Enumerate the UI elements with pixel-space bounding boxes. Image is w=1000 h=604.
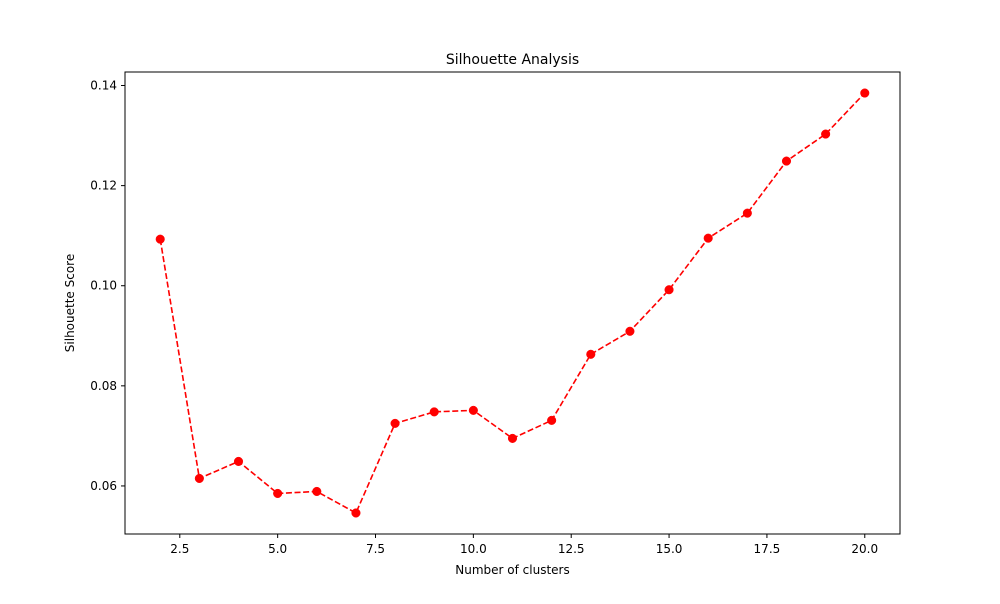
x-axis-label: Number of clusters <box>455 563 569 577</box>
data-point <box>781 156 792 166</box>
plot-frame <box>124 71 901 535</box>
data-point <box>312 486 322 497</box>
x-tick-label: 10.0 <box>460 542 487 556</box>
data-point <box>194 473 204 483</box>
x-tick-label: 17.5 <box>754 542 781 556</box>
y-tick-label: 0.14 <box>90 79 117 93</box>
data-point <box>703 233 713 243</box>
y-tick-label: 0.10 <box>90 279 117 293</box>
data-point <box>273 488 283 499</box>
data-point <box>742 208 752 218</box>
data-point <box>233 456 244 466</box>
data-point <box>547 415 557 425</box>
x-tick-label: 15.0 <box>656 542 683 556</box>
data-point <box>586 349 596 359</box>
data-point <box>664 285 674 295</box>
x-tick-label: 7.5 <box>366 542 385 556</box>
chart-title: Silhouette Analysis <box>446 52 579 68</box>
y-tick-label: 0.08 <box>90 379 117 393</box>
data-point <box>507 433 518 443</box>
x-axis: 2.5 5.0 7.5 10.0 12.5 15.0 17.5 20.0 <box>170 534 878 556</box>
x-tick-label: 2.5 <box>170 542 189 556</box>
data-point <box>155 234 165 244</box>
data-point <box>351 508 361 518</box>
data-point <box>625 326 635 336</box>
data-point <box>860 88 870 98</box>
x-tick-label: 12.5 <box>558 542 585 556</box>
data-point <box>390 418 400 428</box>
series-line <box>159 92 866 515</box>
data-point <box>429 407 439 417</box>
y-axis: 0.06 0.08 0.10 0.12 0.14 <box>90 79 125 493</box>
x-tick-label: 20.0 <box>851 542 878 556</box>
x-tick-label: 5.0 <box>268 542 287 556</box>
data-point <box>821 129 831 139</box>
data-point <box>468 405 478 415</box>
y-axis-label: Silhouette Score <box>63 254 77 352</box>
y-tick-label: 0.06 <box>90 479 117 493</box>
series-silhouette <box>155 88 870 518</box>
y-tick-label: 0.12 <box>90 179 117 193</box>
